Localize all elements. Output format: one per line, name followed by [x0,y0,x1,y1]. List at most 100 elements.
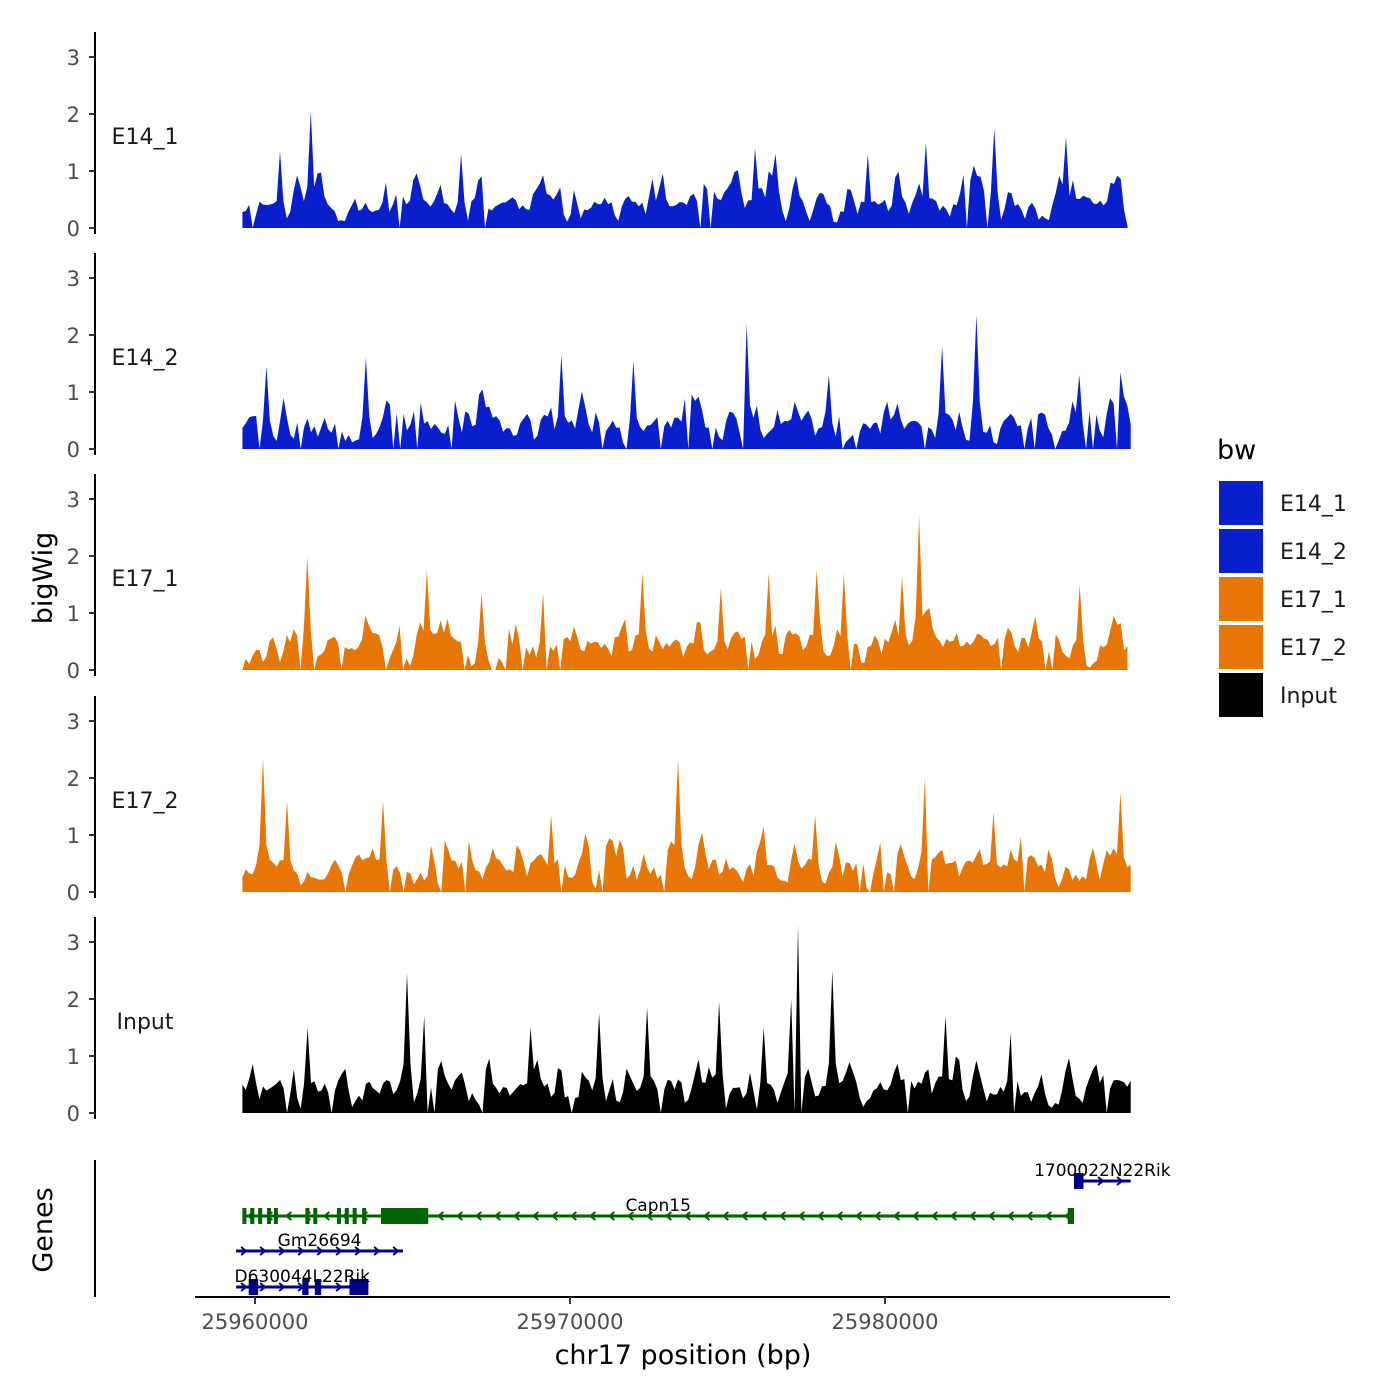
strand-chevron [240,1246,248,1256]
gene-exon [352,1208,357,1224]
strand-chevron [322,1211,331,1221]
strand-chevron [550,1211,559,1221]
track-label-E17_2: E17_2 [112,789,179,814]
strand-chevron [436,1211,445,1221]
legend-swatch-Input [1219,673,1263,717]
y-tick-label: 2 [67,988,80,1012]
y-tick-label: 2 [67,767,80,791]
gene-exon [1067,1208,1074,1224]
coverage-tracks: 0 1 2 3 E14_1 0 1 2 3 E14_2 0 1 2 3 E17_1 0 1 2 3 E17_2 0 1 2 3… [67,32,1131,1126]
y-tick-label: 0 [67,217,80,241]
gene-exon [242,1208,247,1224]
strand-chevron [455,1211,464,1221]
gene-exon [362,1208,367,1224]
genes-panel: 1700022N22Rik Capn15 Gm26694 D630044L22Rik [94,1160,1171,1297]
gene-label: D630044L22Rik [235,1267,371,1287]
strand-chevron [664,1211,673,1221]
y-tick-label: 1 [67,602,80,626]
strand-chevron [512,1211,521,1221]
x-tick-label: 25980000 [832,1310,939,1334]
x-tick-label: 25970000 [517,1310,624,1334]
gene-Capn15: Capn15 [242,1196,1074,1224]
strand-chevron [1025,1211,1034,1221]
y-tick-label: 3 [67,267,80,291]
strand-chevron [354,1246,362,1256]
gene-1700022N22Rik: 1700022N22Rik [1034,1161,1171,1189]
y-tick-label: 0 [67,881,80,905]
gene-Gm26694: Gm26694 [236,1231,404,1256]
y-tick-label: 3 [67,46,80,70]
strand-chevron [1116,1176,1124,1186]
strand-chevron [1006,1211,1015,1221]
strand-chevron [626,1211,635,1221]
strand-chevron [968,1211,977,1221]
gene-exon [266,1208,271,1224]
strand-chevron [778,1211,787,1221]
y-tick-label: 2 [67,545,80,569]
y-tick-label: 3 [67,710,80,734]
track-Input: 0 1 2 3 Input [67,917,1131,1126]
gene-exon [250,1208,255,1224]
legend-swatch-E17_1 [1219,577,1263,621]
y-tick-label: 3 [67,488,80,512]
y-tick-label: 3 [67,931,80,955]
strand-chevron [259,1282,267,1292]
strand-chevron [873,1211,882,1221]
legend-swatch-E14_1 [1219,481,1263,525]
strand-chevron [892,1211,901,1221]
strand-chevron [721,1211,730,1221]
legend-label-E17_1: E17_1 [1280,588,1347,613]
strand-chevron [702,1211,711,1221]
gene-exon [248,1279,259,1295]
gene-D630044L22Rik: D630044L22Rik [235,1267,371,1295]
strand-chevron [297,1246,305,1256]
strand-chevron [335,1282,343,1292]
strand-chevron [284,1211,293,1221]
strand-chevron [240,1282,248,1292]
coverage-area-E14_2 [242,315,1131,449]
y-axis-title: bigWig [28,532,59,625]
x-tick-label: 25960000 [202,1310,309,1334]
strand-chevron [797,1211,806,1221]
strand-chevron [740,1211,749,1221]
gene-exon [314,1279,322,1295]
y-tick-label: 2 [67,103,80,127]
legend-label-E14_2: E14_2 [1280,540,1347,565]
gene-exon [313,1208,318,1224]
x-axis-title: chr17 position (bp) [555,1340,812,1371]
legend-label-Input: Input [1280,684,1337,709]
track-E14_2: 0 1 2 3 E14_2 [67,253,1131,462]
x-axis: 25960000 25970000 25980000 [195,1296,1170,1334]
gene-exon [344,1208,349,1224]
strand-chevron [335,1246,343,1256]
strand-chevron [816,1211,825,1221]
track-E17_1: 0 1 2 3 E17_1 [67,474,1128,683]
strand-chevron [987,1211,996,1221]
strand-chevron [531,1211,540,1221]
legend-title: bw [1217,435,1256,466]
y-tick-label: 1 [67,1045,80,1069]
gene-exon [1074,1173,1084,1189]
gene-exon [302,1279,309,1295]
coverage-area-E17_2 [242,758,1131,892]
gene-exon [258,1208,263,1224]
strand-chevron [1044,1211,1053,1221]
gene-exon [273,1208,278,1224]
coverage-area-E17_1 [242,516,1128,670]
y-tick-label: 1 [67,824,80,848]
strand-chevron [373,1246,381,1256]
strand-chevron [854,1211,863,1221]
strand-chevron [392,1246,400,1256]
y-tick-label: 1 [67,160,80,184]
strand-chevron [588,1211,597,1221]
legend-swatch-E14_2 [1219,529,1263,573]
genes-axis-title: Genes [28,1187,59,1272]
strand-chevron [835,1211,844,1221]
gene-label: Capn15 [625,1196,691,1216]
legend-swatch-E17_2 [1219,625,1263,669]
y-tick-label: 0 [67,438,80,462]
strand-chevron [278,1282,286,1292]
gene-exon [336,1208,341,1224]
strand-chevron [607,1211,616,1221]
